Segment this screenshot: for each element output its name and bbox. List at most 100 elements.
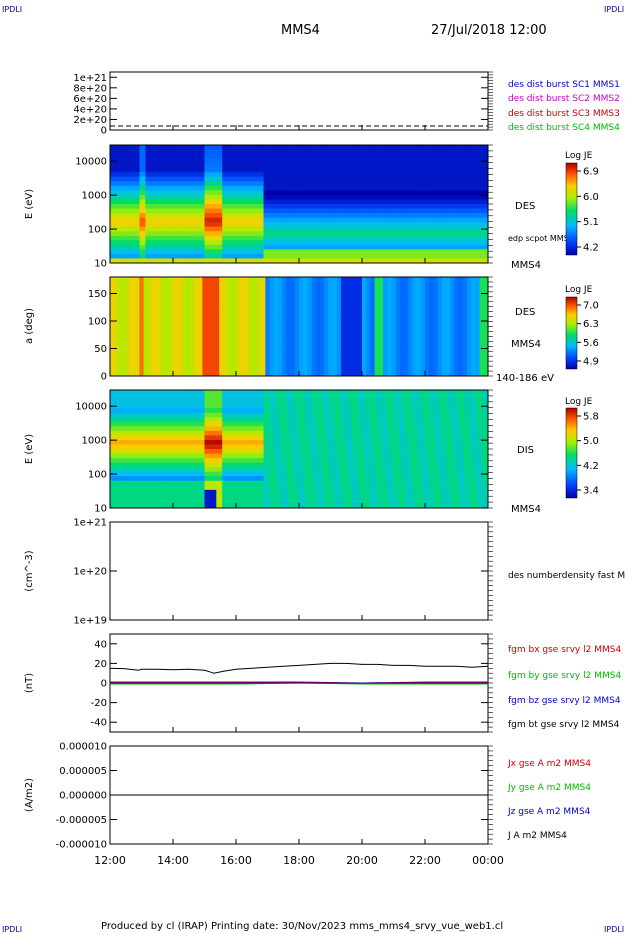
spectrogram-cell	[304, 199, 312, 205]
spectrogram-cell	[163, 489, 170, 495]
spectrogram-cell	[110, 412, 117, 418]
spectrogram-cell	[387, 226, 394, 232]
xtick-label: 20:00	[346, 854, 378, 867]
spectrogram-cell	[228, 249, 235, 255]
spectrogram-cell	[194, 277, 199, 285]
spectrogram-cell	[476, 426, 483, 432]
spectrogram-cell	[121, 258, 129, 264]
spectrogram-cell	[275, 417, 282, 423]
spectrogram-cell	[135, 354, 140, 363]
ytick-label: 10	[94, 259, 107, 270]
spectrogram-cell	[411, 444, 418, 450]
spectrogram-cell	[180, 476, 188, 482]
spectrogram-cell	[423, 176, 430, 182]
spectrogram-cell	[452, 444, 459, 450]
spectrogram-cell	[464, 145, 471, 150]
spectrogram-cell	[180, 172, 188, 178]
spectrogram-cell	[450, 333, 455, 342]
spectrogram-cell	[245, 190, 253, 196]
spectrogram-cell	[452, 217, 459, 223]
spectrogram-cell	[411, 253, 418, 259]
spectrogram-cell	[322, 480, 329, 486]
spectrogram-cell	[405, 435, 412, 441]
spectrogram-cell	[428, 253, 436, 259]
spectrogram-cell	[470, 158, 477, 164]
spectrogram-cell	[110, 449, 117, 454]
spectrogram-cell	[440, 494, 448, 500]
spectrogram-cell	[257, 258, 264, 264]
spectrogram-cell	[322, 185, 329, 191]
spectrogram-cell	[239, 253, 247, 259]
spectrogram-cell	[287, 244, 294, 250]
spectrogram-cell	[139, 368, 144, 377]
spectrogram-cell	[152, 347, 157, 356]
spectrogram-cell	[263, 204, 270, 209]
spectrogram-cell	[290, 333, 296, 342]
spectrogram-cell	[293, 489, 300, 495]
spectrogram-cell	[252, 347, 258, 356]
spectrogram-cell	[328, 453, 335, 459]
spectrogram-cell	[251, 208, 259, 214]
spectrogram-cell	[157, 240, 164, 246]
spectrogram-cell	[245, 181, 253, 187]
spectrogram-cell	[219, 291, 224, 299]
spectrogram-cell	[239, 426, 247, 432]
spectrogram-cell	[251, 190, 259, 196]
spectrogram-cell	[180, 421, 188, 427]
spectrogram-cell	[174, 231, 182, 237]
spectrogram-cell	[257, 158, 264, 164]
spectrogram-cell	[387, 253, 394, 259]
spectrogram-cell	[115, 412, 123, 418]
spectrogram-cell	[475, 319, 480, 327]
spectrogram-cell	[340, 204, 347, 209]
spectrogram-cell	[210, 240, 217, 246]
spectrogram-cell	[210, 430, 217, 436]
spectrogram-cell	[423, 244, 430, 250]
spectrogram-cell	[423, 467, 430, 473]
spectrogram-cell	[222, 163, 229, 169]
spectrogram-cell	[110, 231, 117, 237]
spectrogram-cell	[467, 312, 472, 320]
spectrogram-cell	[358, 163, 365, 169]
spectrogram-cell	[181, 291, 186, 299]
spectrogram-cell	[239, 145, 247, 150]
spectrogram-cell	[215, 354, 220, 363]
spectrogram-cell	[127, 480, 135, 486]
spectrogram-cell	[417, 204, 424, 209]
panel-7-ylabel: (A/m2)	[24, 778, 35, 812]
spectrogram-cell	[257, 421, 264, 427]
spectrogram-cell	[127, 204, 135, 209]
spectrogram-cell	[115, 485, 123, 491]
spectrogram-cell	[417, 503, 424, 509]
spectrogram-cell	[375, 453, 383, 459]
spectrogram-cell	[434, 172, 442, 178]
spectrogram-cell	[470, 435, 477, 441]
spectrogram-cell	[110, 213, 117, 219]
spectrogram-cell	[222, 158, 229, 164]
spectrogram-cell	[454, 368, 459, 377]
spectrogram-cell	[417, 417, 424, 423]
spectrogram-cell	[423, 485, 430, 491]
spectrogram-cell	[483, 368, 489, 377]
spectrogram-cell	[352, 199, 359, 205]
spectrogram-cell	[189, 277, 195, 285]
spectrogram-cell	[434, 498, 442, 504]
spectrogram-cell	[429, 354, 434, 363]
spectrogram-cell	[408, 361, 413, 370]
spectrogram-cell	[304, 163, 312, 169]
spectrogram-cell	[286, 326, 291, 334]
spectrogram-cell	[174, 412, 182, 418]
spectrogram-cell	[151, 412, 158, 418]
spectrogram-cell	[139, 361, 144, 370]
spectrogram-cell	[215, 361, 220, 370]
spectrogram-cell	[157, 408, 164, 414]
spectrogram-cell	[121, 194, 129, 200]
spectrogram-cell	[251, 390, 259, 395]
spectrogram-cell	[437, 312, 443, 320]
spectrogram-cell	[417, 449, 424, 454]
spectrogram-cell	[387, 494, 394, 500]
spectrogram-cell	[441, 347, 447, 356]
spectrogram-cell	[198, 326, 203, 334]
spectrogram-cell	[204, 476, 211, 482]
spectrogram-cell	[328, 421, 335, 427]
